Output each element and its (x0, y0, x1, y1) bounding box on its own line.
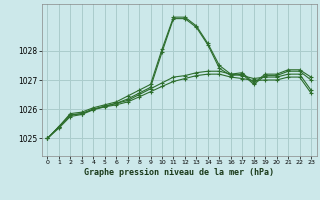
X-axis label: Graphe pression niveau de la mer (hPa): Graphe pression niveau de la mer (hPa) (84, 168, 274, 177)
